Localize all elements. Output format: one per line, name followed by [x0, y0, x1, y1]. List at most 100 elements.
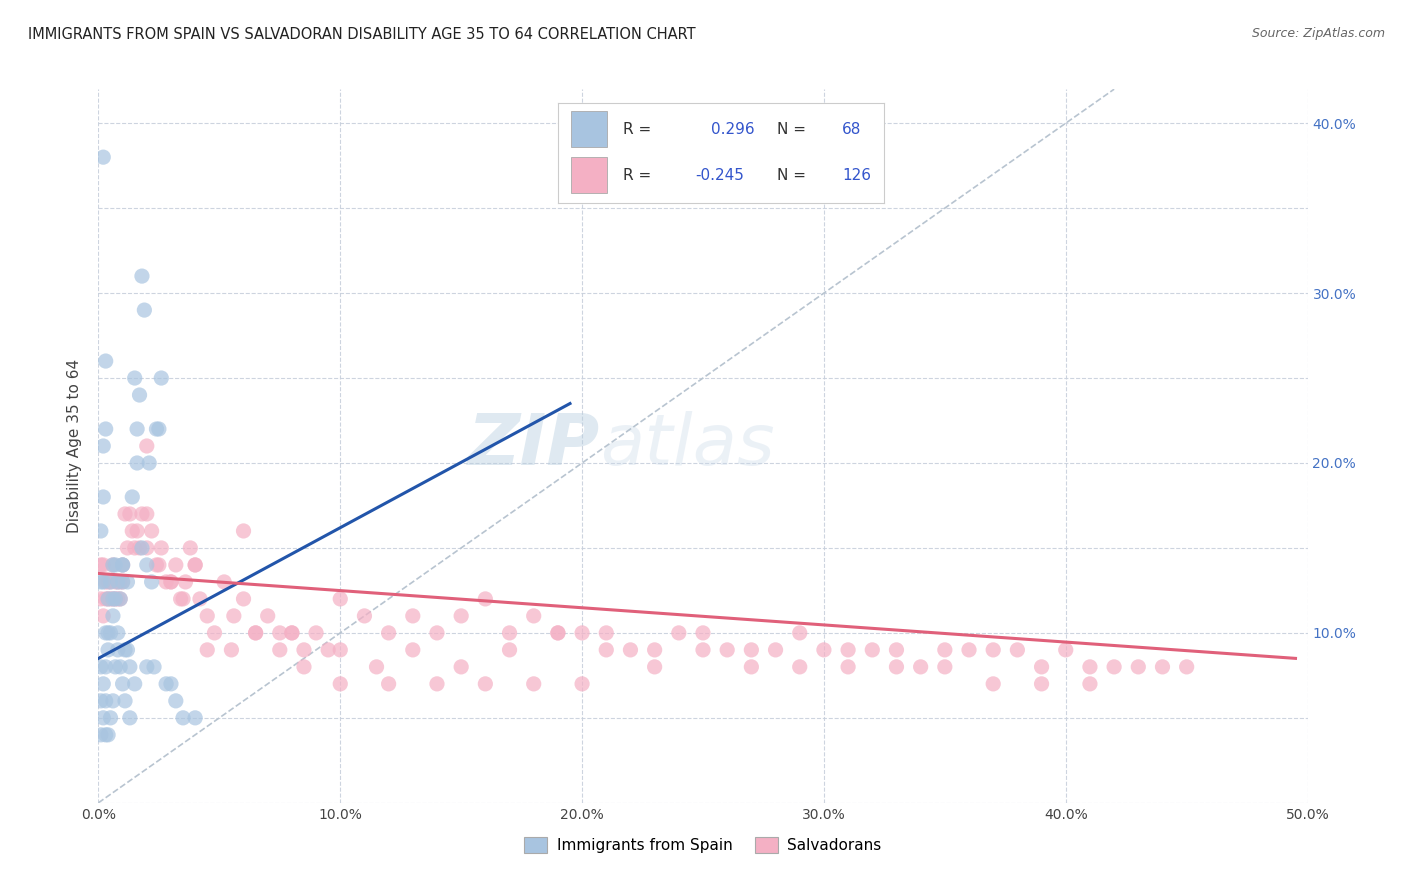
Point [269, 643, 291, 657]
Point [90, 591, 112, 606]
Point [94, 574, 117, 589]
Point [934, 660, 956, 674]
Point [222, 608, 245, 623]
Point [135, 660, 157, 674]
Point [107, 574, 129, 589]
Point [155, 574, 177, 589]
Point [101, 608, 124, 623]
Point [160, 574, 183, 589]
Point [97, 626, 120, 640]
Point [377, 677, 399, 691]
Point [195, 608, 218, 623]
Point [1031, 660, 1053, 674]
Point [160, 677, 183, 691]
Point [90, 524, 112, 538]
Point [1102, 660, 1125, 674]
Point [131, 541, 153, 555]
Point [108, 660, 131, 674]
Point [107, 591, 129, 606]
Point [90, 694, 112, 708]
Point [789, 626, 811, 640]
Point [184, 711, 207, 725]
Point [789, 660, 811, 674]
Point [108, 591, 131, 606]
Point [111, 574, 134, 589]
Point [547, 626, 569, 640]
Point [90, 558, 112, 572]
Point [172, 711, 194, 725]
Point [127, 422, 149, 436]
Point [174, 574, 197, 589]
Point [353, 608, 375, 623]
Point [128, 541, 150, 555]
Point [91, 558, 114, 572]
Point [1007, 643, 1029, 657]
Point [619, 643, 641, 657]
Point [981, 677, 1004, 691]
Point [118, 711, 141, 725]
Point [837, 643, 859, 657]
Point [124, 371, 146, 385]
Point [934, 643, 956, 657]
Point [114, 694, 136, 708]
Point [692, 643, 714, 657]
Point [886, 643, 908, 657]
Point [128, 388, 150, 402]
Point [101, 591, 124, 606]
Point [474, 591, 496, 606]
Point [91, 608, 114, 623]
Point [474, 677, 496, 691]
Text: atlas: atlas [600, 411, 775, 481]
Point [426, 677, 449, 691]
Point [141, 524, 163, 538]
Point [498, 626, 520, 640]
Point [644, 660, 666, 674]
Point [256, 608, 278, 623]
Point [108, 591, 131, 606]
Point [104, 574, 127, 589]
Point [160, 574, 183, 589]
Point [1031, 677, 1053, 691]
Point [101, 558, 124, 572]
Point [100, 574, 122, 589]
Point [145, 422, 167, 436]
Point [111, 558, 134, 572]
Point [114, 643, 136, 657]
Point [111, 677, 134, 691]
Point [165, 558, 187, 572]
Point [94, 728, 117, 742]
Point [121, 524, 143, 538]
Point [245, 626, 267, 640]
Point [111, 558, 134, 572]
Point [886, 660, 908, 674]
Point [169, 591, 191, 606]
Point [117, 643, 139, 657]
Point [107, 643, 129, 657]
Point [121, 490, 143, 504]
Point [740, 643, 762, 657]
Point [426, 626, 449, 640]
Point [131, 269, 153, 284]
Text: IMMIGRANTS FROM SPAIN VS SALVADORAN DISABILITY AGE 35 TO 64 CORRELATION CHART: IMMIGRANTS FROM SPAIN VS SALVADORAN DISA… [28, 27, 696, 42]
Point [212, 574, 235, 589]
Point [134, 303, 156, 318]
Point [1128, 660, 1150, 674]
Point [94, 626, 117, 640]
Point [148, 422, 170, 436]
Point [107, 626, 129, 640]
Point [117, 574, 139, 589]
Point [91, 711, 114, 725]
Point [523, 677, 546, 691]
Point [135, 507, 157, 521]
Point [124, 677, 146, 691]
Point [108, 574, 131, 589]
Point [104, 558, 127, 572]
Point [571, 626, 593, 640]
Point [91, 490, 114, 504]
Point [111, 574, 134, 589]
Point [179, 541, 201, 555]
Point [305, 626, 328, 640]
Point [402, 608, 425, 623]
Point [97, 643, 120, 657]
Point [127, 456, 149, 470]
